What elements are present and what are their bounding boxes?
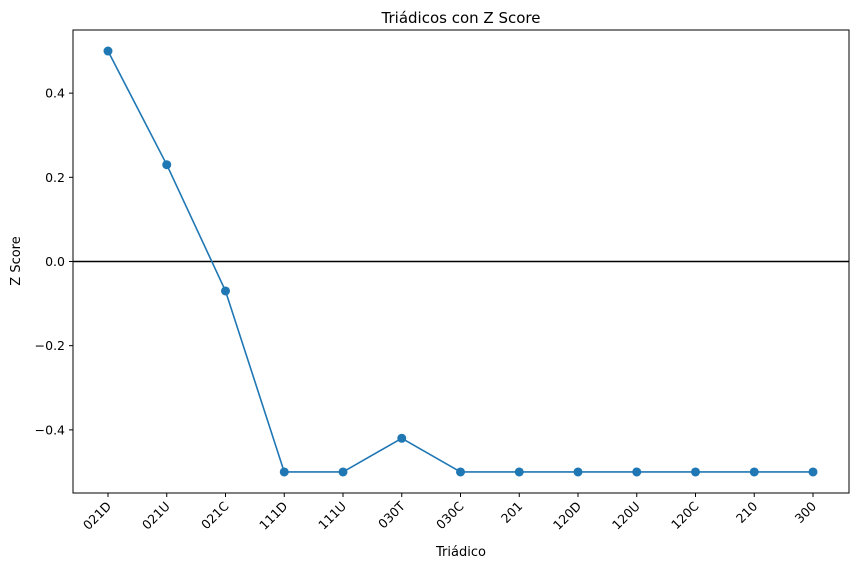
data-point-021U (162, 160, 172, 170)
data-point-030T (397, 433, 407, 443)
y-tick-label: 0.0 (45, 254, 65, 269)
y-tick-label: −0.4 (35, 422, 65, 437)
data-point-111U (338, 467, 348, 477)
y-tick-label: 0.4 (45, 86, 65, 101)
data-point-300 (808, 467, 818, 477)
data-point-120D (573, 467, 583, 477)
data-point-201 (514, 467, 524, 477)
plot-frame (72, 29, 850, 494)
y-tick-label: −0.2 (35, 338, 65, 353)
x-axis-label: Triádico (435, 545, 486, 560)
y-axis-label: Z Score (9, 236, 24, 285)
data-point-021C (221, 286, 230, 296)
data-point-111D (279, 467, 289, 477)
data-point-120C (691, 467, 700, 477)
data-point-021D (103, 46, 113, 56)
data-point-120U (632, 467, 642, 477)
y-tick-label: 0.2 (45, 170, 65, 185)
data-point-210 (749, 467, 759, 477)
chart-title: Triádicos con Z Score (381, 9, 541, 27)
data-point-030C (456, 467, 465, 477)
